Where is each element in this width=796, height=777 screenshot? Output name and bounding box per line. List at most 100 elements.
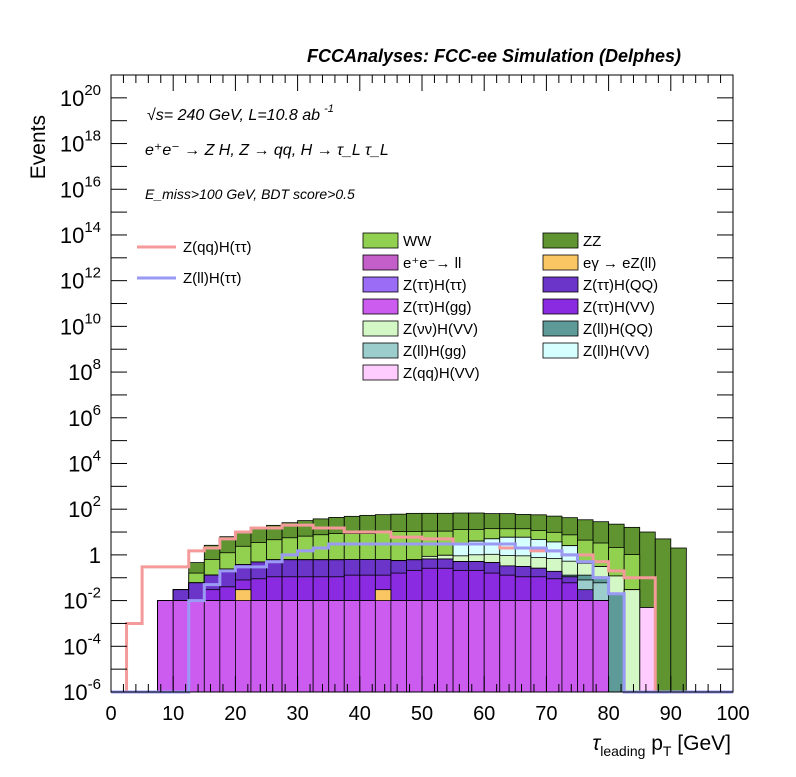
x-tick-label: 20 (224, 703, 246, 725)
x-tick-label: 80 (597, 703, 619, 725)
svg-text:√s= 240 GeV, L=10.8 ab-1: √s= 240 GeV, L=10.8 ab -1 (147, 103, 334, 124)
bar (421, 600, 438, 693)
bar (530, 600, 547, 693)
line-z-qq-h- (111, 523, 733, 694)
legend-label: eγ → eZ(ll) (583, 255, 656, 272)
x-tick-label: 10 (162, 703, 184, 725)
bar (468, 600, 485, 693)
legend-label: Z(qq)H(VV) (403, 365, 480, 382)
bar (219, 600, 236, 693)
legend-label: Z(ττ)H(VV) (583, 299, 655, 316)
y-tick-label: 1 (89, 543, 101, 568)
x-tick-label: 30 (286, 703, 308, 725)
y-tick-label: 108 (68, 356, 101, 385)
axes (110, 74, 734, 693)
x-tick-label: 60 (473, 703, 495, 725)
bar (670, 547, 687, 693)
annotation-process: e⁺e⁻ → Z H, Z → qq, H → τ_L τ_L (145, 142, 389, 159)
x-tick-label: 70 (535, 703, 557, 725)
y-tick-label: 104 (68, 447, 101, 476)
y-tick-label: 1018 (60, 128, 101, 157)
bar (188, 600, 205, 693)
sqrt-s-symbol: √s (147, 107, 164, 124)
legend-label: Z(ll)H(gg) (403, 343, 466, 360)
bar (437, 600, 454, 693)
legend-label: ZZ (583, 233, 601, 250)
legend-stack: WW ZZ e⁺e⁻→ ll eγ → eZ(ll) Z(ττ)H(ττ) Z(ττ)H(… (362, 232, 658, 382)
bar (654, 538, 672, 693)
x-axis-label: τleading pT [GeV] (592, 732, 731, 759)
bar (328, 600, 345, 693)
signal-lines (111, 523, 733, 694)
y-tick-label: 106 (68, 402, 101, 431)
bar (312, 600, 330, 693)
lumi-exponent: -1 (324, 103, 334, 115)
legend-line-label: Z(ll)H(ττ) (183, 270, 242, 287)
chart-title: FCCAnalyses: FCC-ee Simulation (Delphes) (307, 46, 681, 66)
bar (608, 593, 625, 693)
y-tick-label: 1010 (60, 310, 101, 339)
legend-swatch (542, 298, 579, 315)
legend-label: e⁺e⁻→ ll (403, 255, 461, 272)
x-tick-label: 100 (716, 703, 749, 725)
legend-label: Z(ll)H(VV) (583, 343, 650, 360)
bar (172, 600, 190, 693)
legend-label: Z(νν)H(VV) (403, 321, 478, 338)
bar (203, 600, 221, 693)
bar (499, 600, 516, 693)
y-axis-label: Events (27, 115, 50, 179)
bar (359, 600, 376, 693)
legend-label: Z(ττ)H(gg) (403, 299, 472, 316)
legend-label: Z(ττ)H(ττ) (403, 277, 467, 294)
bar (514, 600, 532, 693)
legend-swatch (542, 254, 579, 271)
legend-swatch (542, 232, 579, 249)
legend-swatch (542, 276, 579, 293)
legend-swatch (542, 342, 579, 359)
legend-swatch (362, 232, 399, 249)
bar (561, 600, 578, 693)
y-tick-label: 10-4 (63, 630, 101, 659)
bar (297, 600, 314, 693)
legend-swatch (362, 320, 399, 337)
y-tick-label: 1016 (60, 173, 101, 202)
bar (577, 600, 594, 693)
y-tick-label: 1014 (60, 219, 101, 248)
x-tick-label: 40 (349, 703, 371, 725)
legend-swatch (542, 320, 579, 337)
x-tick-label: 50 (411, 703, 433, 725)
legend-swatch (362, 276, 399, 293)
bar (406, 600, 423, 693)
legend-label: Z(ττ)H(QQ) (583, 277, 658, 294)
x-tick-label: 0 (105, 703, 116, 725)
y-tick-label: 1012 (60, 265, 101, 294)
tick-labels: 0 10 20 30 40 50 60 70 80 90 10010-610-410-2110210… (60, 82, 750, 725)
bar (266, 600, 283, 693)
legend-label: WW (403, 233, 432, 250)
bar (250, 600, 267, 693)
x-axis-label-text: τleading pT [GeV] (592, 732, 731, 759)
annotation-cuts: E_miss>100 GeV, BDT score>0.5 (145, 186, 355, 202)
legend-swatch (362, 298, 399, 315)
bar (374, 600, 392, 693)
y-tick-label: 1020 (60, 82, 101, 111)
annotation-energy: √s= 240 GeV, L=10.8 ab -1 (147, 103, 334, 124)
bar (452, 600, 470, 693)
bar (623, 589, 641, 693)
legend-swatch (362, 364, 399, 381)
bar (157, 600, 174, 693)
bar (343, 600, 361, 693)
legend-line-label: Z(qq)H(ττ) (183, 239, 252, 256)
bar (639, 607, 656, 693)
legend-label: Z(ll)H(QQ) (583, 321, 653, 338)
line-z-ll-h- (111, 542, 733, 694)
legend-swatch (362, 254, 399, 271)
energy-lumi-text: = 240 GeV, L=10.8 ab (164, 107, 320, 124)
bar (390, 600, 407, 693)
bar (546, 600, 563, 693)
bar (234, 600, 252, 693)
legend-lines: Z(qq)H(ττ) Z(ll)H(ττ) (137, 239, 252, 287)
series-z-h-gg- (157, 600, 609, 693)
y-tick-label: 102 (68, 493, 101, 522)
